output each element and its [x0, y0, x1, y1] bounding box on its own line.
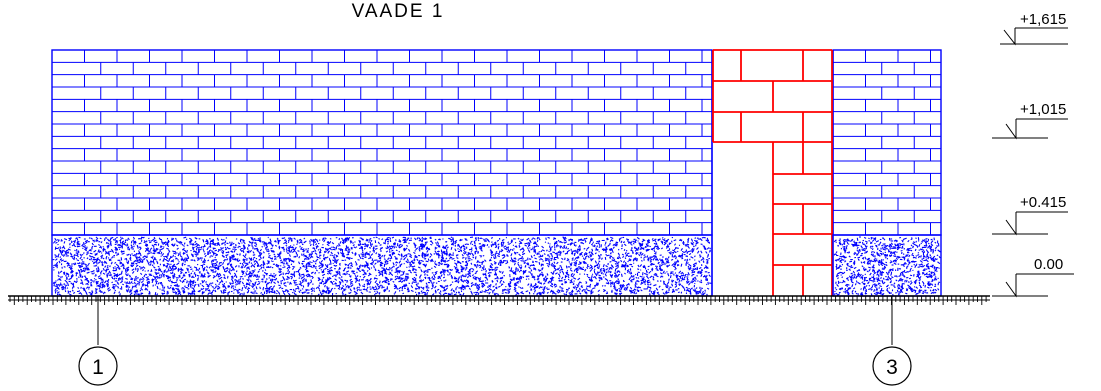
elevation-marker: +0.415	[992, 194, 1068, 234]
elevation-label: +1,615	[1020, 11, 1066, 28]
axis-label: 1	[92, 356, 104, 379]
elevation-marker: 0.00	[992, 256, 1074, 296]
axis-label: 3	[886, 356, 898, 379]
elevation-label: 0.00	[1034, 256, 1063, 273]
elevation-marker: +1,015	[992, 101, 1068, 138]
axis-marker-1: 1	[79, 296, 117, 385]
elevation-label: +0.415	[1020, 194, 1066, 211]
ground-line	[8, 296, 990, 305]
elevation-label: +1,015	[1020, 101, 1066, 118]
elevation-marker: +1,615	[1000, 11, 1068, 44]
axis-marker-3: 3	[873, 296, 911, 385]
foundation-left	[52, 235, 712, 297]
brick-wall-left	[52, 50, 712, 296]
opening-brick-pillar	[713, 50, 832, 296]
foundation-right	[833, 235, 941, 296]
drawing-title: VAADE 1	[352, 1, 445, 22]
